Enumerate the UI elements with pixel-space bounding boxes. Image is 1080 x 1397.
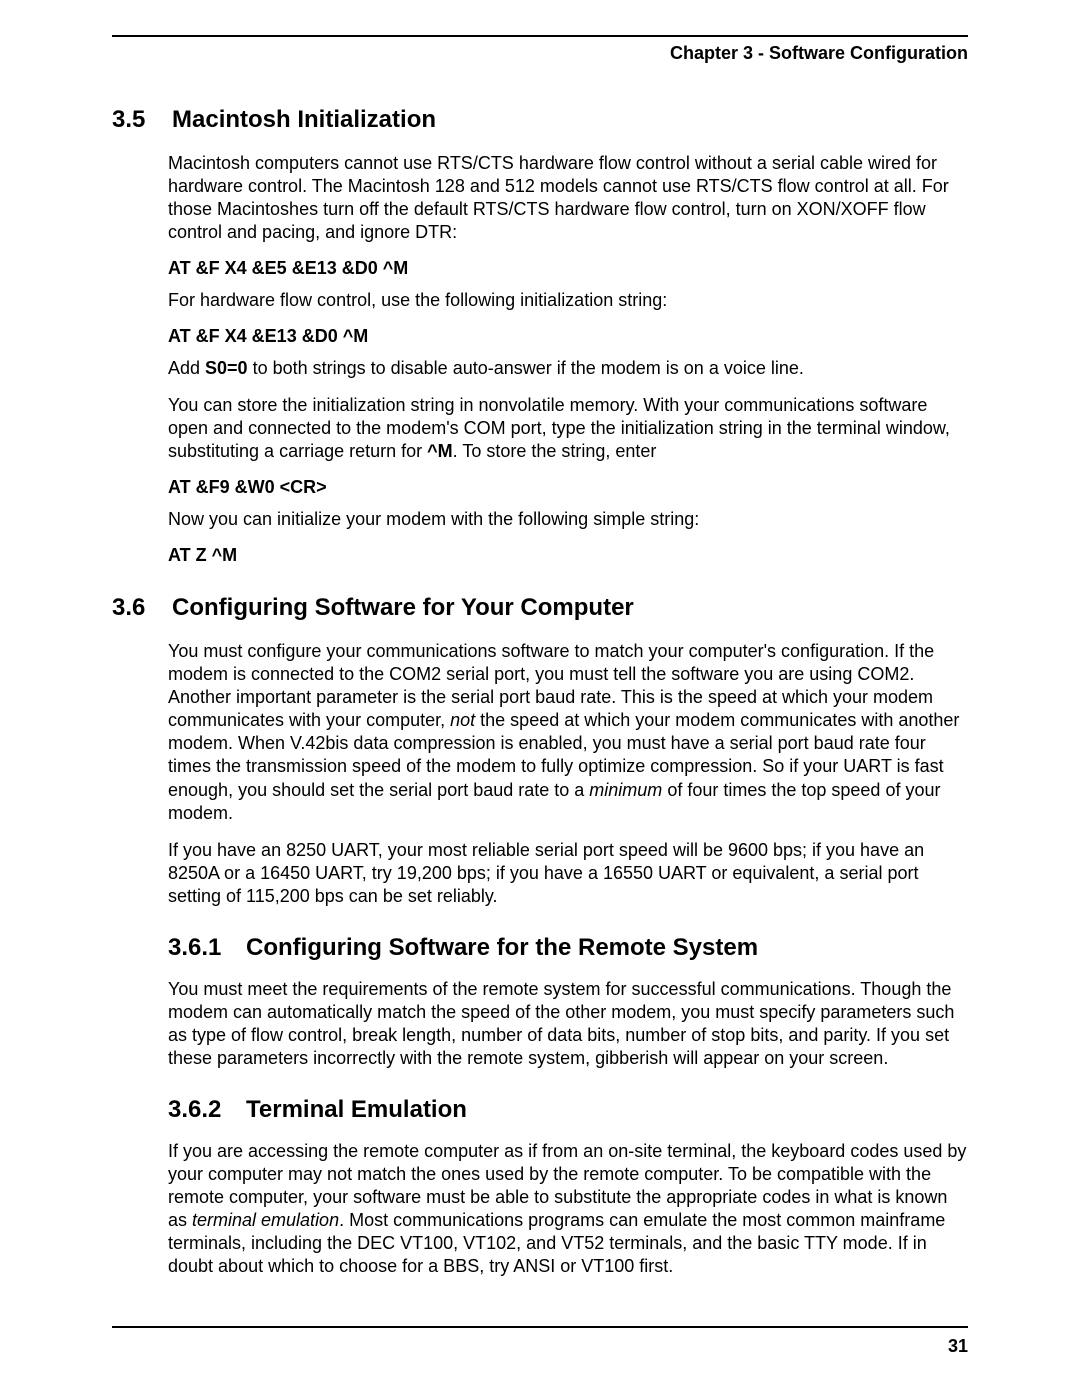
page-content: Chapter 3 - Software Configuration 3.5 M… [0,0,1080,1278]
at-command: AT Z ^M [168,545,968,566]
paragraph: You must configure your communications s… [168,640,968,824]
section-3-6-body: You must configure your communications s… [112,640,968,907]
paragraph: Macintosh computers cannot use RTS/CTS h… [168,152,968,244]
heading-3-6-1: 3.6.1 Configuring Software for the Remot… [112,934,968,962]
section-3-6-1-body: You must meet the requirements of the re… [112,978,968,1070]
section-3-5-body: Macintosh computers cannot use RTS/CTS h… [112,152,968,566]
heading-3-5: 3.5 Macintosh Initialization [112,106,968,134]
text-run: . To store the string, enter [453,441,657,461]
section-3-6-2-body: If you are accessing the remote computer… [112,1140,968,1278]
text-italic: terminal emulation [192,1210,339,1230]
heading-3-6-2: 3.6.2 Terminal Emulation [112,1096,968,1124]
heading-title: Terminal Emulation [246,1096,467,1124]
text-italic: minimum [589,780,662,800]
paragraph: If you are accessing the remote computer… [168,1140,968,1278]
header-rule [112,35,968,37]
heading-number: 3.6 [112,594,172,622]
text-run: Add [168,358,205,378]
page-footer: 31 [112,1326,968,1357]
paragraph: You can store the initialization string … [168,394,968,463]
at-command: AT &F X4 &E13 &D0 ^M [168,326,968,347]
heading-title: Configuring Software for Your Computer [172,594,634,622]
paragraph: For hardware flow control, use the follo… [168,289,968,312]
text-bold: ^M [427,441,453,461]
heading-3-6: 3.6 Configuring Software for Your Comput… [112,594,968,622]
paragraph: You must meet the requirements of the re… [168,978,968,1070]
paragraph: If you have an 8250 UART, your most reli… [168,839,968,908]
text-bold: S0=0 [205,358,248,378]
heading-number: 3.6.1 [168,934,246,962]
text-italic: not [450,710,475,730]
heading-number: 3.6.2 [168,1096,246,1124]
heading-title: Macintosh Initialization [172,106,436,134]
footer-rule [112,1326,968,1328]
chapter-header: Chapter 3 - Software Configuration [112,43,968,64]
at-command: AT &F X4 &E5 &E13 &D0 ^M [168,258,968,279]
heading-title: Configuring Software for the Remote Syst… [246,934,758,962]
page-number: 31 [112,1336,968,1357]
at-command: AT &F9 &W0 <CR> [168,477,968,498]
heading-number: 3.5 [112,106,172,134]
paragraph: Add S0=0 to both strings to disable auto… [168,357,968,380]
paragraph: Now you can initialize your modem with t… [168,508,968,531]
text-run: to both strings to disable auto-answer i… [248,358,804,378]
